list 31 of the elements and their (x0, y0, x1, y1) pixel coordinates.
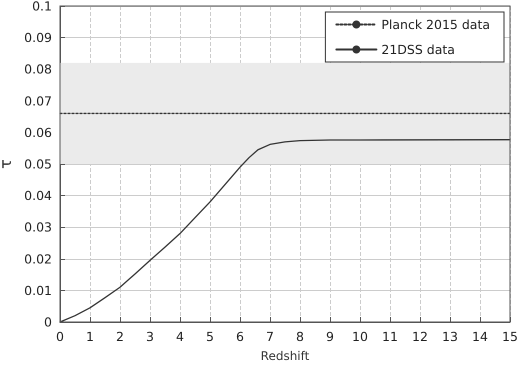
x-tick-label: 9 (326, 329, 334, 344)
y-tick-label: 0.02 (24, 251, 52, 266)
x-tick-label: 8 (296, 329, 304, 344)
x-tick-label: 11 (382, 329, 398, 344)
x-tick-label: 13 (442, 329, 458, 344)
x-tick-label: 0 (56, 329, 64, 344)
x-tick-label: 14 (472, 329, 488, 344)
x-tick-label: 5 (206, 329, 214, 344)
legend-label: 21DSS data (381, 42, 455, 57)
y-tick-label: 0.06 (24, 124, 52, 140)
x-tick-label: 12 (412, 329, 428, 344)
x-tick-label: 10 (352, 329, 368, 344)
y-tick-label: 0.07 (24, 93, 52, 108)
x-tick-label: 6 (236, 329, 244, 344)
y-axis-title: τ (0, 159, 15, 169)
y-tick-label: 0.1 (32, 0, 52, 14)
y-tick-label: 0.08 (24, 62, 52, 77)
y-tick-label: 0.04 (24, 188, 52, 204)
x-tick-label: 7 (266, 329, 274, 344)
x-tick-label: 1 (86, 329, 94, 344)
x-tick-label: 4 (176, 329, 184, 344)
y-tick-label: 0.03 (24, 220, 52, 235)
y-tick-label: 0.09 (24, 30, 52, 46)
x-axis-title: Redshift (260, 349, 310, 363)
x-tick-label: 3 (146, 329, 154, 344)
y-tick-label: 0.01 (24, 282, 52, 298)
x-tick-label: 2 (116, 329, 124, 344)
y-tick-label: 0.05 (24, 156, 52, 172)
legend-label: Planck 2015 data (381, 17, 490, 32)
y-tick-label: 0 (44, 314, 52, 330)
x-tick-label: 15 (502, 329, 518, 344)
